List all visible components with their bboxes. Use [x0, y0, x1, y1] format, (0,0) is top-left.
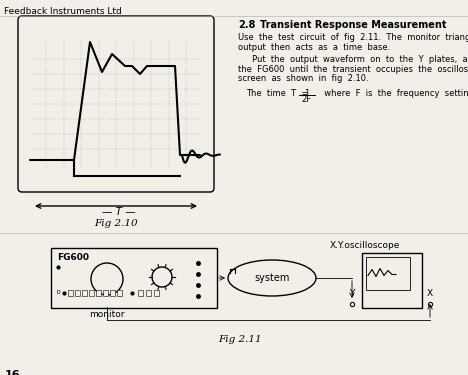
Text: output  then  acts  as  a  time  base.: output then acts as a time base. — [238, 42, 390, 51]
Text: X: X — [427, 290, 433, 298]
Bar — [82, 290, 87, 296]
Text: Put  the  output  waveform  on  to  the  Y  plates,  adjust: Put the output waveform on to the Y plat… — [252, 55, 468, 64]
Text: system: system — [254, 273, 290, 283]
Text: Fig 2.11: Fig 2.11 — [218, 335, 262, 344]
Text: — T —: — T — — [102, 207, 136, 217]
Text: the  FG600  until  the  transient  occupies  the  oscilloscope: the FG600 until the transient occupies t… — [238, 64, 468, 74]
Text: 1: 1 — [304, 88, 309, 98]
Text: Fig 2.10: Fig 2.10 — [94, 219, 138, 228]
Text: Use  the  test  circuit  of  fig  2.11.  The  monitor  triangular: Use the test circuit of fig 2.11. The mo… — [238, 33, 468, 42]
Text: D: D — [57, 291, 61, 296]
Text: 16: 16 — [5, 370, 21, 375]
Text: Feedback Instruments Ltd: Feedback Instruments Ltd — [4, 7, 122, 16]
Bar — [89, 290, 94, 296]
Bar — [117, 290, 122, 296]
Bar — [103, 290, 108, 296]
Text: Y: Y — [349, 290, 355, 298]
Bar — [154, 290, 159, 296]
Bar — [110, 290, 115, 296]
Text: The  time  T  =: The time T = — [246, 90, 314, 99]
Bar — [68, 290, 73, 296]
Text: screen  as  shown  in  fig  2.10.: screen as shown in fig 2.10. — [238, 74, 369, 83]
Text: Transient Response Measurement: Transient Response Measurement — [260, 20, 446, 30]
FancyBboxPatch shape — [51, 248, 217, 308]
Text: monitor: monitor — [89, 310, 125, 319]
Bar — [146, 290, 151, 296]
Text: 2.8: 2.8 — [238, 20, 256, 30]
Bar — [96, 290, 101, 296]
Text: FG600: FG600 — [57, 253, 89, 262]
Text: X.Y.oscilloscope: X.Y.oscilloscope — [330, 241, 401, 250]
Text: 2F: 2F — [302, 96, 312, 105]
Bar — [366, 257, 410, 290]
Text: where  F  is  the  frequency  setting: where F is the frequency setting — [319, 90, 468, 99]
Bar — [75, 290, 80, 296]
Bar — [362, 253, 422, 308]
FancyBboxPatch shape — [18, 16, 214, 192]
Bar — [138, 290, 143, 296]
